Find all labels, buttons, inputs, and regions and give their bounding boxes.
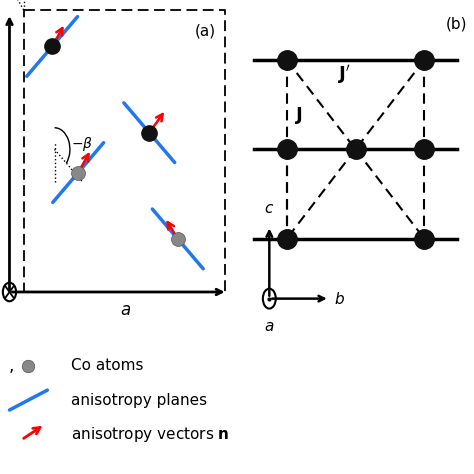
Text: Co atoms: Co atoms — [71, 358, 144, 374]
Text: ,: , — [9, 357, 14, 375]
Text: $c$: $c$ — [264, 201, 274, 216]
Text: $\bf{J'}$: $\bf{J'}$ — [338, 63, 351, 86]
Text: (b): (b) — [446, 17, 467, 32]
Text: anisotropy vectors $\mathbf{n}$: anisotropy vectors $\mathbf{n}$ — [71, 425, 229, 444]
Text: $-\beta$: $-\beta$ — [71, 135, 93, 153]
Text: $\bf{J}$: $\bf{J}$ — [295, 105, 303, 126]
Text: $a$: $a$ — [120, 301, 131, 319]
Text: $b$: $b$ — [334, 291, 345, 307]
Text: anisotropy planes: anisotropy planes — [71, 392, 207, 408]
Text: (a): (a) — [194, 23, 216, 38]
Text: $a$: $a$ — [264, 319, 274, 334]
